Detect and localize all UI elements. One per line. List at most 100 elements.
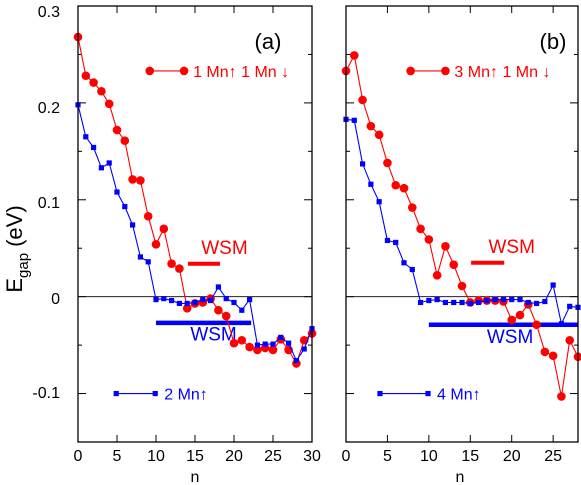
y-tick-label: 0.1 bbox=[38, 195, 60, 212]
legend-marker bbox=[113, 390, 119, 397]
series-line bbox=[345, 53, 579, 397]
legend-marker bbox=[145, 66, 155, 76]
data-point bbox=[159, 224, 169, 234]
data-point bbox=[245, 342, 254, 352]
data-point bbox=[550, 282, 556, 288]
legend-label: 1 Mn↑ 1 Mn ↓ bbox=[193, 64, 289, 81]
data-point bbox=[399, 183, 409, 193]
svg-text:Egap(eV): Egap (eV) bbox=[2, 205, 32, 292]
data-point bbox=[89, 78, 98, 87]
series-line bbox=[77, 36, 313, 365]
data-point bbox=[457, 281, 467, 291]
data-point bbox=[167, 259, 176, 269]
y-tick-label: 0.2 bbox=[38, 100, 60, 117]
data-point bbox=[393, 239, 399, 246]
data-point bbox=[475, 299, 482, 306]
data-point bbox=[97, 86, 106, 96]
data-point bbox=[192, 299, 198, 306]
legend-marker bbox=[377, 390, 383, 397]
data-point bbox=[416, 224, 425, 234]
data-point bbox=[175, 264, 184, 273]
data-point bbox=[565, 335, 575, 345]
series-line bbox=[345, 118, 579, 326]
data-point bbox=[567, 303, 573, 309]
data-point bbox=[293, 358, 299, 364]
data-point bbox=[151, 240, 161, 249]
x-tick-label: 15 bbox=[461, 448, 479, 465]
data-point bbox=[432, 271, 442, 280]
data-point bbox=[358, 95, 367, 105]
x-tick-label: 5 bbox=[383, 448, 392, 465]
legend-marker bbox=[152, 390, 158, 397]
y-axis-title: Egap (eV) bbox=[2, 205, 32, 292]
x-tick-label: 10 bbox=[420, 448, 438, 465]
data-point bbox=[500, 296, 507, 303]
legend-marker bbox=[425, 390, 431, 397]
data-point bbox=[507, 315, 517, 325]
data-point bbox=[424, 235, 434, 244]
data-point bbox=[383, 158, 392, 168]
legend-marker bbox=[441, 66, 450, 76]
data-point bbox=[231, 299, 237, 306]
x-tick-label: 0 bbox=[74, 448, 83, 465]
data-point bbox=[137, 254, 143, 260]
y-tick-label: 0 bbox=[51, 291, 60, 308]
data-point bbox=[384, 237, 391, 244]
x-tick-label: 30 bbox=[303, 448, 321, 465]
data-point bbox=[247, 296, 253, 303]
data-point bbox=[525, 299, 531, 306]
data-point bbox=[200, 296, 206, 303]
panel-a: n (a) 0 5 10 15 20 25 30 WSM WSM 1 Mn↑ 1 Mn ↓ 2 Mn… bbox=[74, 5, 321, 485]
data-point bbox=[262, 341, 268, 347]
y-tick-label: -0.1 bbox=[32, 385, 60, 402]
data-point bbox=[548, 351, 558, 361]
data-point bbox=[533, 300, 540, 307]
data-point bbox=[407, 203, 417, 212]
data-point bbox=[223, 296, 229, 302]
legend-label: 2 Mn↑ bbox=[164, 387, 208, 404]
data-point bbox=[104, 99, 114, 109]
x-tick-label: 20 bbox=[503, 448, 521, 465]
data-point bbox=[532, 320, 541, 330]
data-point bbox=[351, 117, 357, 123]
data-point bbox=[509, 296, 515, 303]
plot-frame-a bbox=[77, 5, 313, 443]
data-point bbox=[184, 300, 190, 307]
data-point bbox=[376, 199, 382, 205]
y-tick-label: 0.3 bbox=[38, 4, 60, 21]
data-point bbox=[368, 181, 374, 187]
x-tick-label: 25 bbox=[264, 448, 282, 465]
data-point bbox=[270, 341, 276, 347]
data-point bbox=[401, 260, 407, 266]
data-point bbox=[492, 296, 498, 303]
data-point bbox=[128, 175, 137, 184]
data-point bbox=[467, 300, 473, 307]
panel-label-b: (b) bbox=[540, 29, 567, 54]
data-point bbox=[442, 299, 449, 306]
data-point bbox=[136, 176, 145, 185]
data-point bbox=[484, 297, 490, 304]
wsm-label: WSM bbox=[487, 327, 533, 348]
data-point bbox=[120, 136, 130, 145]
data-point bbox=[366, 121, 376, 131]
data-point bbox=[449, 260, 459, 269]
data-point bbox=[517, 296, 523, 303]
data-point bbox=[349, 51, 359, 60]
data-point bbox=[268, 345, 278, 355]
data-point bbox=[573, 352, 581, 362]
data-point bbox=[515, 310, 525, 320]
data-point bbox=[143, 211, 153, 221]
data-point bbox=[374, 130, 384, 140]
legend-marker bbox=[406, 66, 415, 76]
x-tick-label: 20 bbox=[225, 448, 243, 465]
data-point bbox=[451, 299, 457, 306]
data-point bbox=[229, 338, 239, 348]
panel-label-a: (a) bbox=[255, 29, 282, 54]
x-tick-label: 0 bbox=[342, 448, 351, 465]
data-point bbox=[441, 241, 450, 251]
data-point bbox=[542, 298, 548, 305]
data-point bbox=[239, 307, 245, 313]
data-point bbox=[83, 134, 89, 140]
x-tick-label: 15 bbox=[186, 448, 204, 465]
